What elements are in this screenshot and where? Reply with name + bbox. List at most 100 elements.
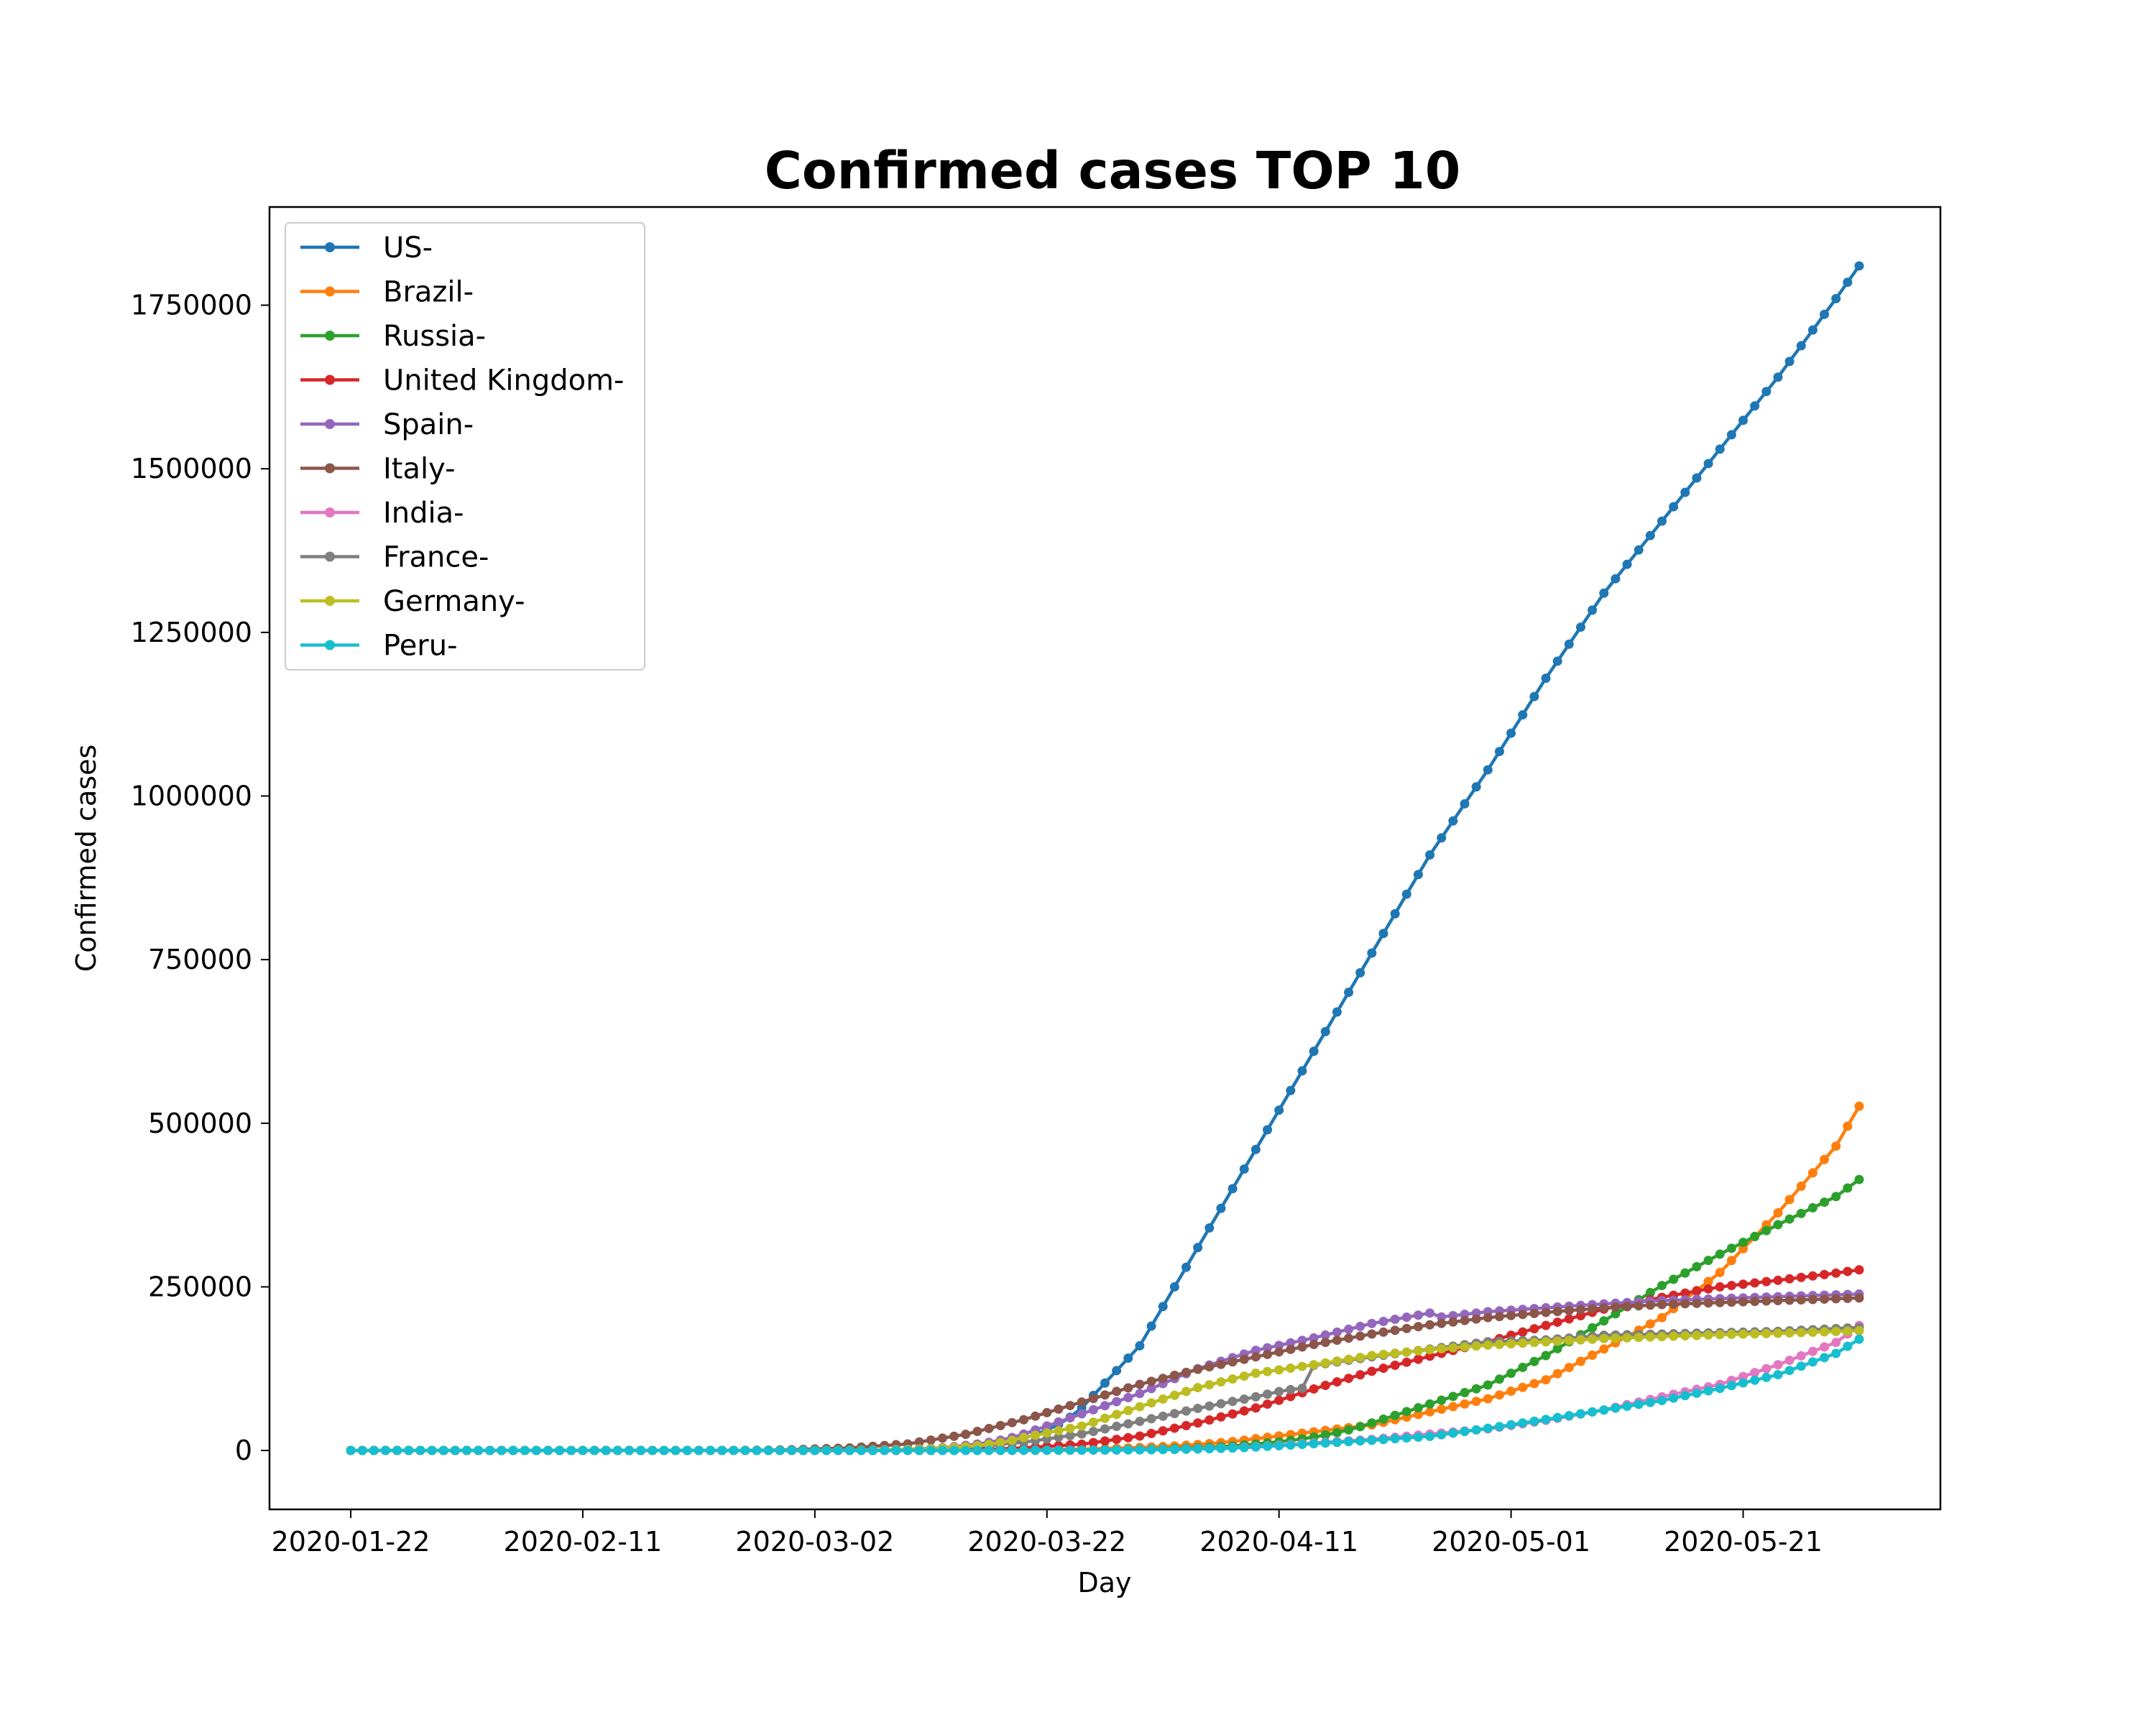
data-point <box>1703 1284 1713 1294</box>
data-point <box>1529 1324 1539 1334</box>
data-point <box>1007 1417 1017 1427</box>
data-point <box>1552 656 1562 666</box>
data-point <box>1657 1281 1667 1291</box>
data-point <box>1448 816 1458 826</box>
data-point <box>1425 1431 1435 1441</box>
data-point <box>1309 1046 1319 1057</box>
data-point <box>1378 1316 1388 1326</box>
data-point <box>1263 1441 1273 1451</box>
data-point <box>1715 444 1725 454</box>
data-point <box>1541 1320 1551 1330</box>
data-point <box>1250 1442 1261 1452</box>
data-point <box>961 1430 971 1440</box>
data-point <box>682 1445 692 1455</box>
data-point <box>1843 1293 1853 1303</box>
data-point <box>1599 1333 1609 1343</box>
data-point <box>1529 1416 1539 1426</box>
data-point <box>1634 1301 1644 1311</box>
data-point <box>531 1445 541 1455</box>
data-point <box>1680 1331 1690 1341</box>
data-point <box>1088 1427 1098 1437</box>
data-point <box>1599 1303 1609 1313</box>
x-tick-label: 2020-01-22 <box>272 1526 430 1558</box>
data-point <box>1123 1445 1133 1455</box>
data-point <box>868 1445 878 1455</box>
data-point <box>1018 1414 1028 1425</box>
series-peru <box>346 1334 1864 1455</box>
data-point <box>1123 1383 1133 1393</box>
legend-marker <box>325 640 335 650</box>
data-point <box>1367 1318 1377 1328</box>
data-point <box>1611 1333 1621 1343</box>
data-point <box>1703 1386 1713 1396</box>
data-point <box>1355 1353 1365 1363</box>
data-point <box>1135 1431 1145 1441</box>
data-point <box>1367 1366 1377 1376</box>
data-point <box>1541 1375 1551 1385</box>
data-point <box>1506 728 1516 738</box>
data-point <box>1425 850 1435 860</box>
data-point <box>1564 1411 1574 1421</box>
data-point <box>1552 1412 1562 1422</box>
data-point <box>1309 1333 1319 1343</box>
y-tick-label: 0 <box>235 1435 252 1466</box>
data-point <box>1807 1202 1818 1213</box>
data-point <box>1193 1383 1203 1393</box>
data-point <box>1390 1325 1400 1335</box>
data-point <box>1471 1384 1481 1394</box>
data-point <box>415 1445 425 1455</box>
data-point <box>1460 1315 1470 1325</box>
data-point <box>1843 1326 1853 1336</box>
data-point <box>1552 1317 1562 1328</box>
data-point <box>1169 1445 1179 1455</box>
data-point <box>1773 1275 1783 1285</box>
data-point <box>1158 1302 1168 1312</box>
data-point <box>949 1445 959 1455</box>
data-point <box>1401 1357 1411 1367</box>
data-point <box>926 1435 936 1445</box>
data-point <box>1332 1327 1342 1337</box>
data-point <box>1529 1308 1539 1318</box>
data-point <box>1250 1392 1261 1402</box>
data-point <box>1773 1220 1783 1230</box>
data-point <box>1263 1389 1273 1399</box>
data-point <box>1227 1184 1238 1194</box>
data-point <box>1146 1376 1156 1386</box>
data-point <box>450 1445 460 1455</box>
data-point <box>961 1445 971 1455</box>
data-point <box>1077 1397 1087 1407</box>
data-point <box>1227 1357 1238 1367</box>
data-point <box>1378 1363 1388 1374</box>
data-point <box>1471 1425 1481 1435</box>
data-point <box>1100 1401 1110 1411</box>
data-point <box>1054 1432 1064 1443</box>
data-point <box>1274 1340 1284 1351</box>
data-point <box>1669 1331 1679 1341</box>
data-point <box>1100 1390 1110 1400</box>
data-point <box>1820 1154 1830 1164</box>
data-point <box>648 1445 658 1455</box>
data-point <box>1680 487 1690 497</box>
data-point <box>1413 870 1423 880</box>
data-point <box>937 1433 947 1443</box>
data-point <box>1680 1268 1690 1278</box>
data-point <box>1181 1444 1192 1454</box>
data-point <box>1750 1297 1760 1307</box>
data-point <box>1645 1300 1655 1310</box>
data-point <box>1761 1296 1772 1306</box>
data-point <box>1320 1330 1330 1340</box>
data-point <box>1042 1445 1052 1455</box>
data-point <box>1250 1352 1261 1362</box>
data-point <box>1413 1310 1423 1320</box>
plot-area <box>268 206 1942 1511</box>
data-point <box>1437 1395 1447 1405</box>
data-point <box>1274 1347 1284 1357</box>
data-point <box>1796 1328 1806 1338</box>
chart-title: Confirmed cases TOP 10 <box>765 141 1460 201</box>
data-point <box>1634 1333 1644 1343</box>
data-point <box>1263 1399 1273 1409</box>
data-point <box>1784 1195 1795 1205</box>
data-point <box>763 1445 773 1455</box>
data-point <box>1611 1309 1621 1319</box>
data-point <box>1494 747 1504 757</box>
